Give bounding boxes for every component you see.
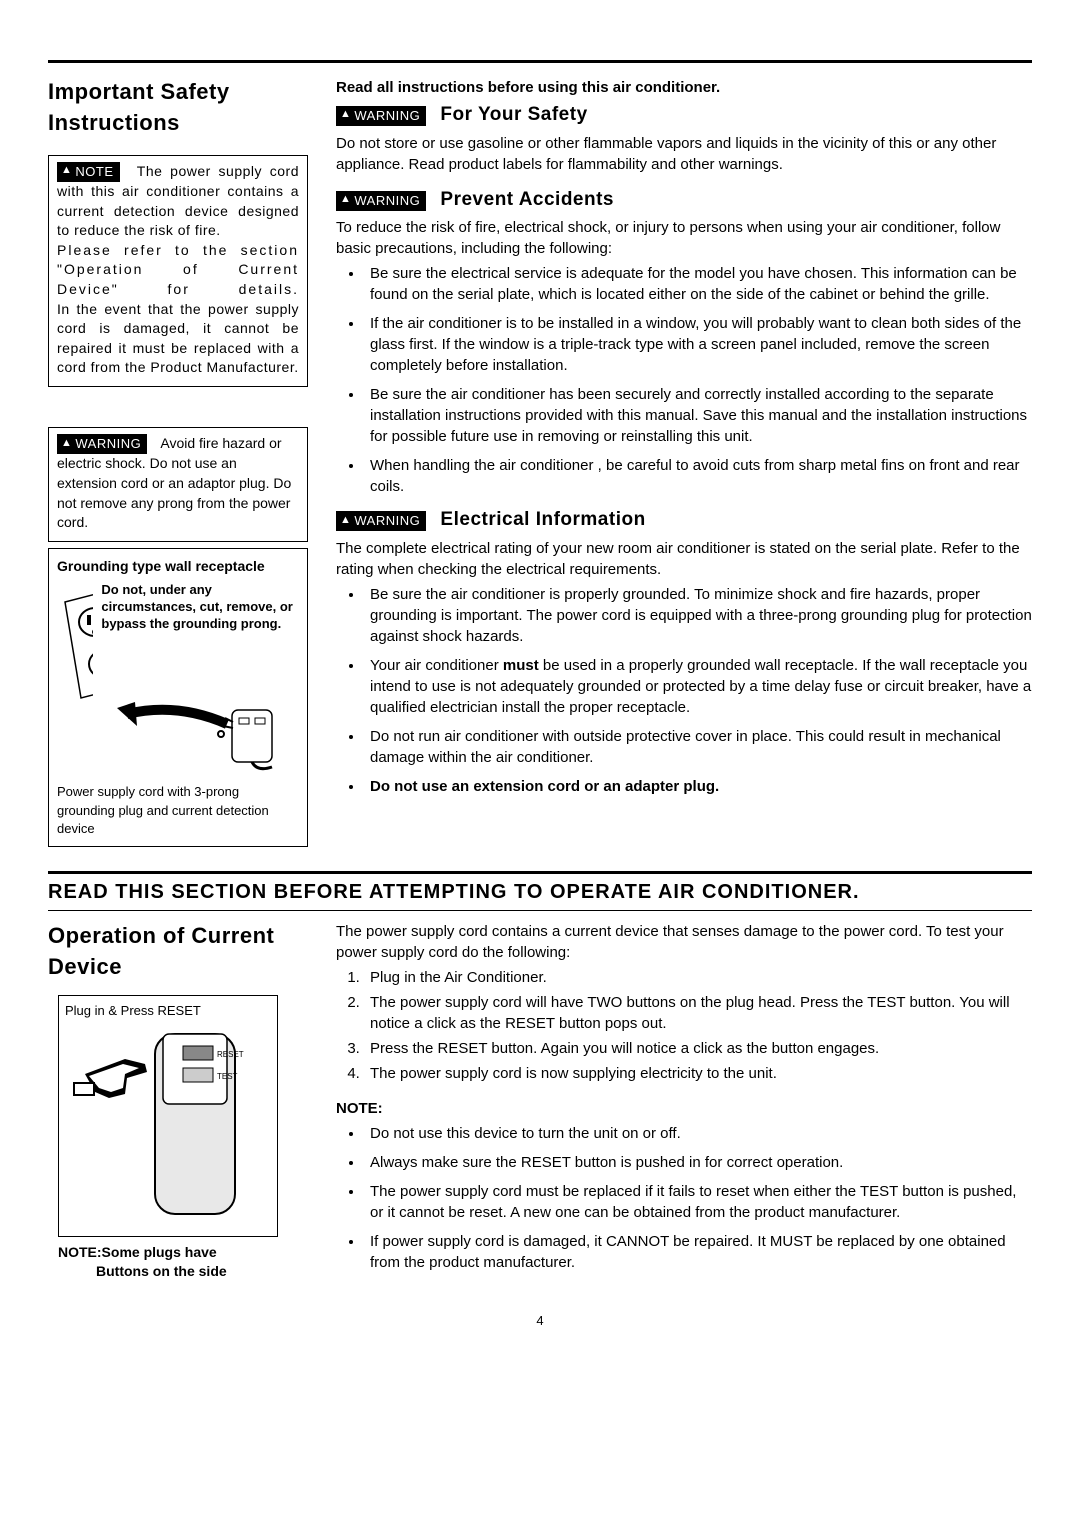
note-heading: NOTE:	[336, 1098, 1032, 1119]
electrical-info-row: ▲WARNING Electrical Information	[336, 507, 1032, 534]
section-divider	[48, 871, 1032, 874]
for-your-safety-row: ▲WARNING For Your Safety	[336, 102, 1032, 129]
warning-badge: ▲WARNING	[336, 106, 426, 126]
lower-columns: Operation of Current Device Plug in & Pr…	[48, 921, 1032, 1282]
left-column: Important Safety Instructions ▲NOTE The …	[48, 77, 308, 847]
svg-text:TEST: TEST	[217, 1072, 238, 1081]
left-warning-box: ▲WARNING Avoid fire hazard or electric s…	[48, 427, 308, 542]
prevent-accidents-row: ▲WARNING Prevent Accidents	[336, 187, 1032, 214]
svg-text:RESET: RESET	[217, 1050, 244, 1059]
list-item: Plug in the Air Conditioner.	[364, 967, 1032, 988]
note-p2: Please refer to the section "Operation o…	[57, 241, 299, 300]
list-item: Always make sure the RESET button is pus…	[364, 1152, 1032, 1173]
note-p3: In the event that the power supply cord …	[57, 300, 299, 378]
list-item: Your air conditioner must be used in a p…	[364, 655, 1032, 718]
warning-triangle-icon: ▲	[61, 163, 72, 178]
right-column: Read all instructions before using this …	[336, 77, 1032, 847]
note-box: ▲NOTE The power supply cord with this ai…	[48, 155, 308, 387]
list-item: The power supply cord is now supplying e…	[364, 1063, 1032, 1084]
read-before-heading: READ THIS SECTION BEFORE ATTEMPTING TO O…	[48, 878, 1032, 906]
list-item: Do not use this device to turn the unit …	[364, 1123, 1032, 1144]
plug-arrow-diagram	[57, 702, 297, 772]
electrical-info-title: Electrical Information	[440, 509, 645, 530]
safety-title: Important Safety Instructions	[48, 77, 308, 139]
prevent-accidents-intro: To reduce the risk of fire, electrical s…	[336, 217, 1032, 259]
outlet-diagram	[57, 582, 93, 702]
plug-figure-box: Plug in & Press RESET RESET TEST	[58, 995, 278, 1237]
for-your-safety-body: Do not store or use gasoline or other fl…	[336, 133, 1032, 175]
grounding-box: Grounding type wall receptacle Do not, u…	[48, 548, 308, 847]
list-item: When handling the air conditioner , be c…	[364, 455, 1032, 497]
lower-left-column: Operation of Current Device Plug in & Pr…	[48, 921, 308, 1282]
warning-triangle-icon: ▲	[340, 513, 351, 528]
electrical-info-intro: The complete electrical rating of your n…	[336, 538, 1032, 580]
electrical-info-list: Be sure the air conditioner is properly …	[364, 584, 1032, 797]
list-item: Be sure the air conditioner is properly …	[364, 584, 1032, 647]
plug-caption-1: NOTE:Some plugs have	[58, 1243, 308, 1263]
grounding-title: Grounding type wall receptacle	[57, 557, 299, 577]
warning-triangle-icon: ▲	[61, 436, 72, 451]
reset-plug-diagram: RESET TEST	[65, 1024, 265, 1224]
grounding-caption: Power supply cord with 3-prong grounding…	[57, 783, 299, 838]
operation-title: Operation of Current Device	[48, 921, 308, 983]
list-item: Be sure the air conditioner has been sec…	[364, 384, 1032, 447]
warning-badge: ▲WARNING	[336, 511, 426, 531]
note-list: Do not use this device to turn the unit …	[364, 1123, 1032, 1273]
operation-intro: The power supply cord contains a current…	[336, 921, 1032, 963]
list-item: If power supply cord is damaged, it CANN…	[364, 1231, 1032, 1273]
page-number: 4	[48, 1312, 1032, 1330]
list-item: Be sure the electrical service is adequa…	[364, 263, 1032, 305]
warning-badge: ▲WARNING	[57, 434, 147, 454]
list-item: If the air conditioner is to be installe…	[364, 313, 1032, 376]
list-item: The power supply cord will have TWO butt…	[364, 992, 1032, 1034]
prevent-accidents-list: Be sure the electrical service is adequa…	[364, 263, 1032, 497]
list-item: Press the RESET button. Again you will n…	[364, 1038, 1032, 1059]
grounding-warning: Do not, under any circumstances, cut, re…	[101, 582, 299, 633]
prevent-accidents-title: Prevent Accidents	[440, 189, 614, 210]
list-item: The power supply cord must be replaced i…	[364, 1181, 1032, 1223]
plug-caption-2: Buttons on the side	[96, 1262, 308, 1282]
warning-triangle-icon: ▲	[340, 107, 351, 122]
operation-steps: Plug in the Air Conditioner. The power s…	[364, 967, 1032, 1084]
read-all-intro: Read all instructions before using this …	[336, 77, 1032, 98]
plug-instruction: Plug in & Press RESET	[65, 1002, 271, 1020]
list-item: Do not run air conditioner with outside …	[364, 726, 1032, 768]
thin-divider	[48, 910, 1032, 911]
top-rule	[48, 60, 1032, 63]
warning-triangle-icon: ▲	[340, 192, 351, 207]
upper-columns: Important Safety Instructions ▲NOTE The …	[48, 77, 1032, 847]
list-item: Do not use an extension cord or an adapt…	[364, 776, 1032, 797]
note-badge: ▲NOTE	[57, 162, 120, 182]
lower-right-column: The power supply cord contains a current…	[336, 921, 1032, 1282]
for-your-safety-title: For Your Safety	[440, 104, 587, 125]
warning-badge: ▲WARNING	[336, 191, 426, 211]
